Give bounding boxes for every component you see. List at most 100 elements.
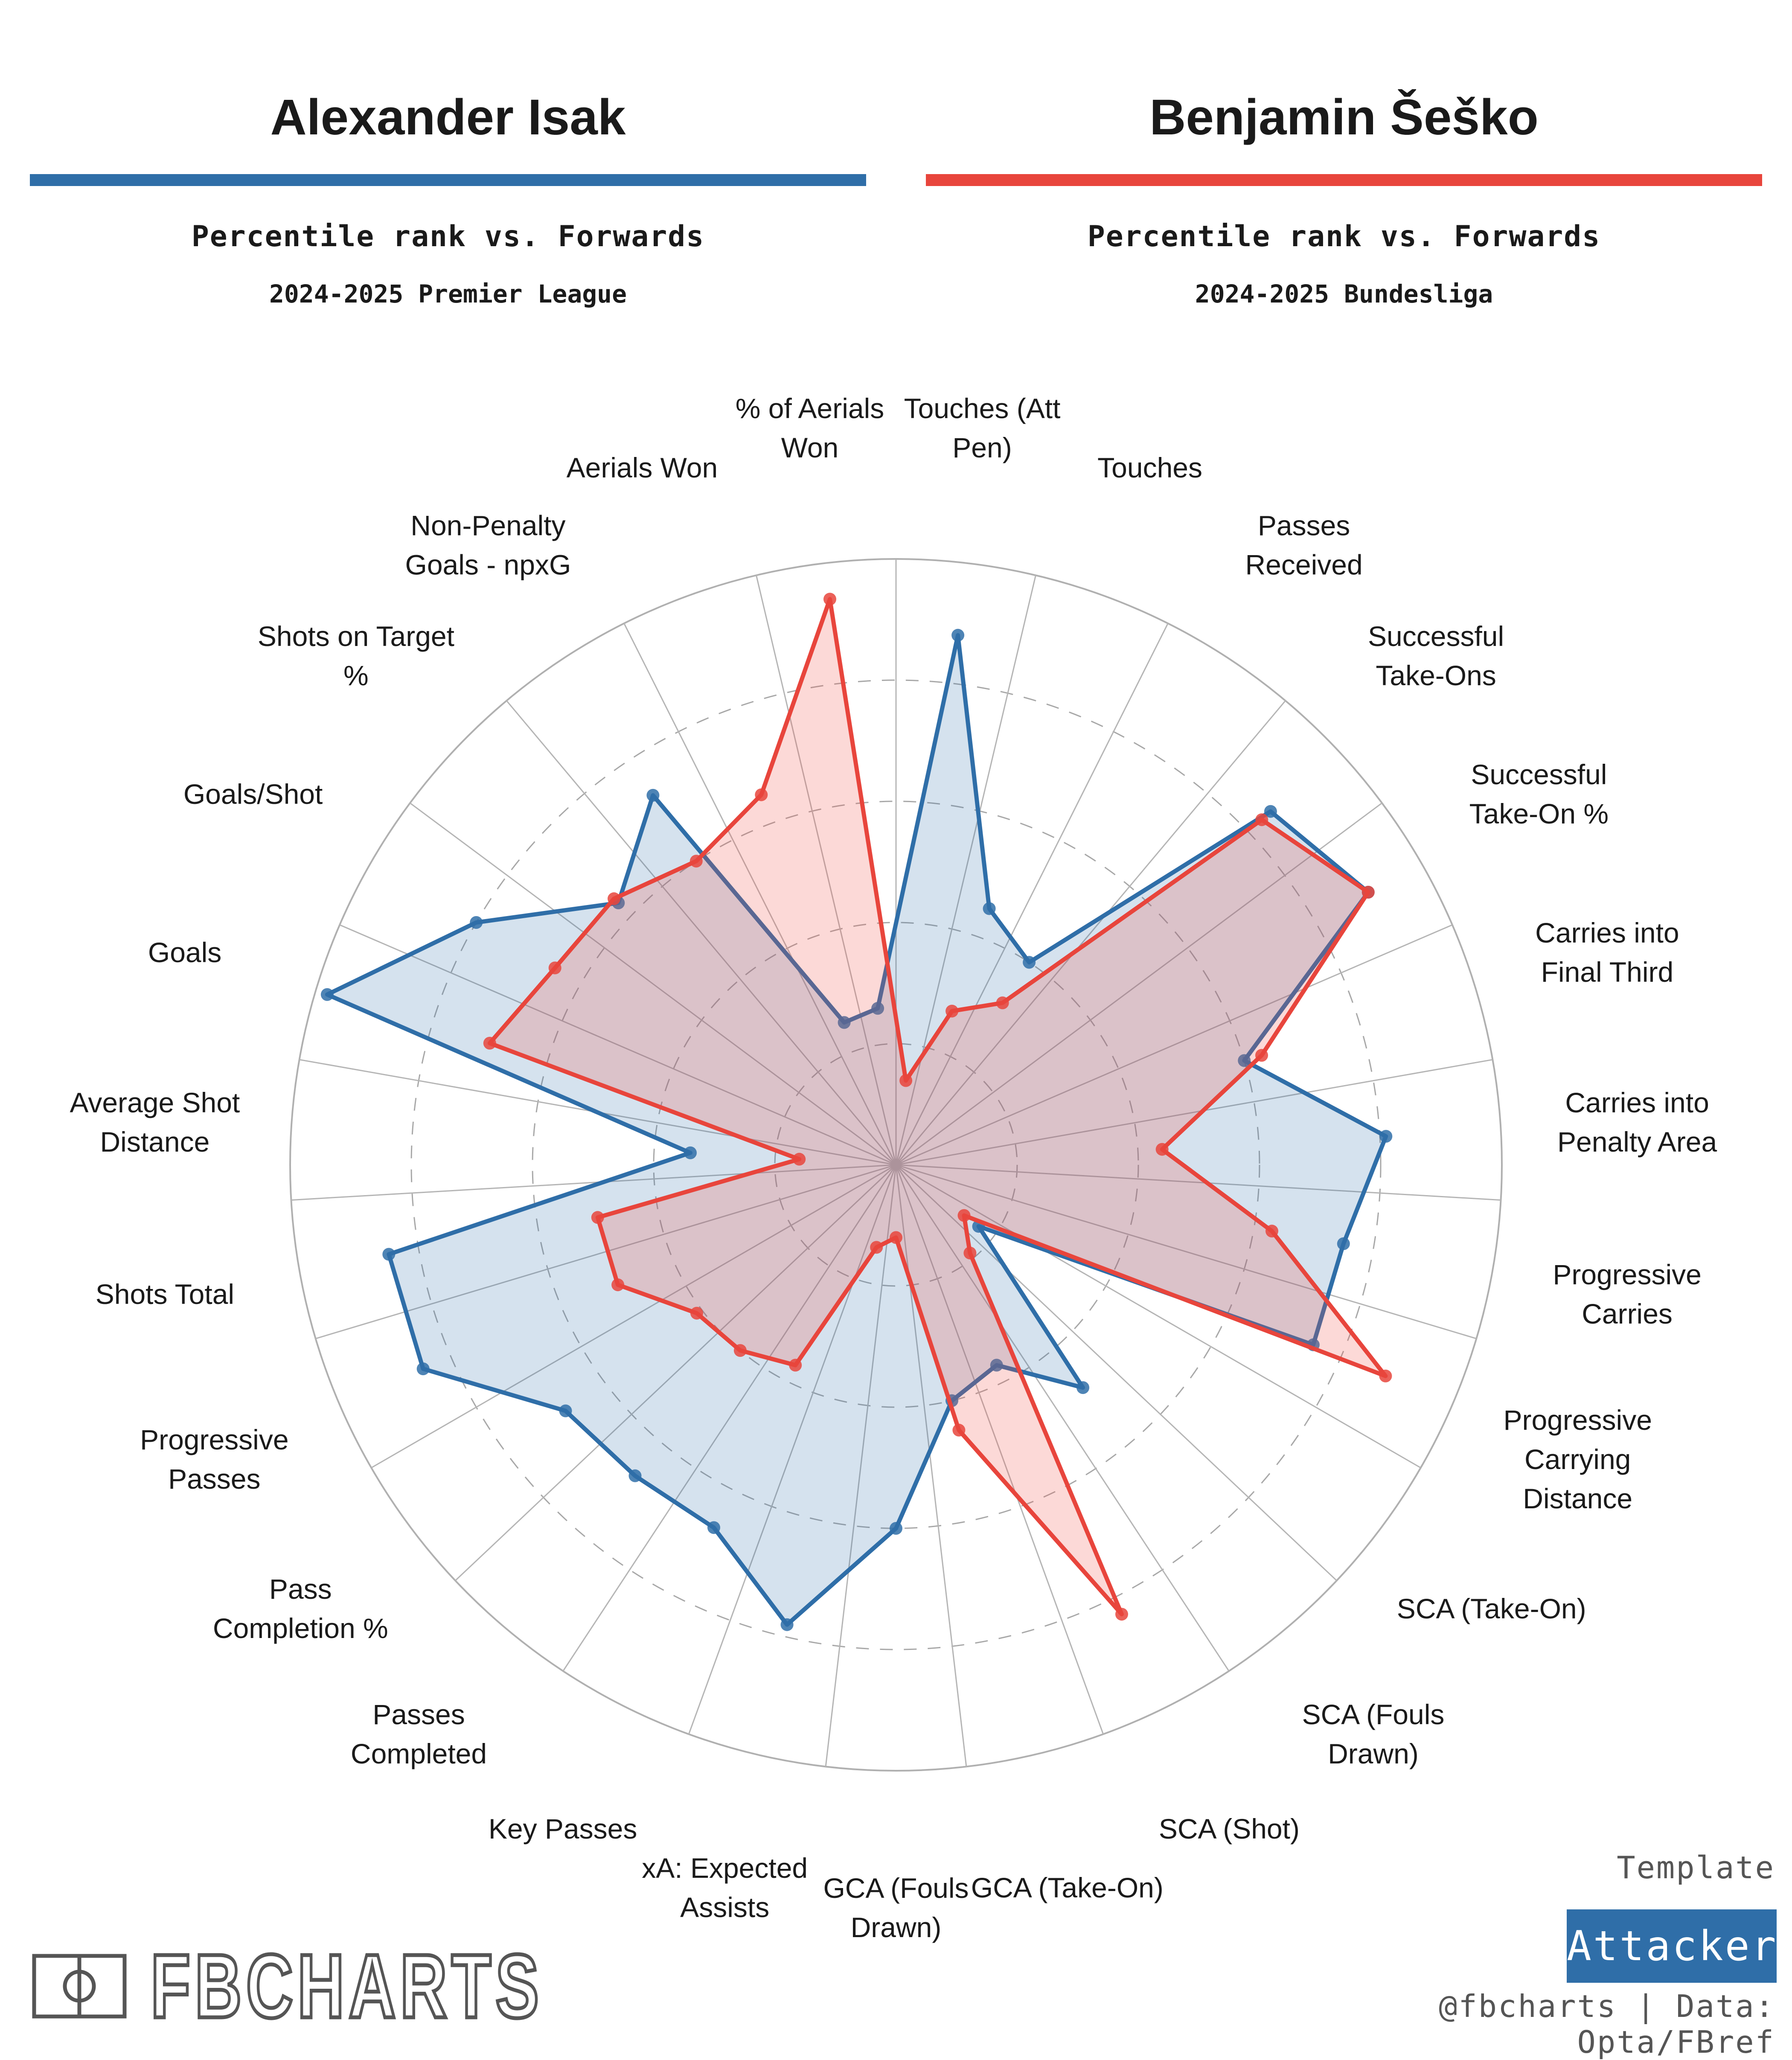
axis-label-of-aerials-won: % of Aerials Won xyxy=(736,393,884,463)
axis-label-sca-shot: SCA (Shot) xyxy=(1159,1813,1300,1845)
axis-label-line: Take-On % xyxy=(1469,798,1609,829)
axis-label-progressive-carries: Progressive Carries xyxy=(1553,1259,1701,1330)
axis-label-line: Distance xyxy=(100,1126,210,1158)
point-benjamin-e-ko-touches xyxy=(945,1004,959,1018)
axis-label-sca-take-on: SCA (Take-On) xyxy=(1397,1593,1586,1624)
radar-spoke xyxy=(756,575,897,1165)
axis-label-line: Won xyxy=(781,432,839,463)
point-alexander-isak-touches-att-pen xyxy=(951,628,965,642)
radar-spoke xyxy=(896,1164,1477,1339)
axis-label-average-shot-distance: Average Shot Distance xyxy=(70,1087,240,1158)
point-benjamin-e-ko-sca-shot xyxy=(1115,1608,1128,1621)
point-alexander-isak-progressive-passes xyxy=(416,1362,430,1376)
axis-label-line: Successful xyxy=(1368,620,1504,652)
series-area-benjamin-e-ko xyxy=(489,599,1386,1615)
point-alexander-isak-pass-completion xyxy=(559,1404,572,1417)
axis-label-goals: Goals xyxy=(148,937,221,968)
axis-label-line: Touches xyxy=(1097,452,1202,483)
point-benjamin-e-ko-aerials-won xyxy=(755,788,768,801)
point-benjamin-e-ko-goals xyxy=(483,1036,496,1050)
radar-ring-80 xyxy=(410,679,1382,1650)
axis-label-line: Key Passes xyxy=(489,1813,637,1845)
point-alexander-isak-passes-completed xyxy=(628,1469,642,1482)
radar-spoke xyxy=(895,575,1036,1165)
player-league-right: 2024-2025 Bundesliga xyxy=(1195,279,1493,308)
radar-spoke xyxy=(339,924,896,1166)
point-alexander-isak-xa-expected-assists xyxy=(780,1618,794,1631)
point-alexander-isak-aerials-won xyxy=(838,1016,851,1029)
axis-label-line: Drawn) xyxy=(1328,1738,1419,1769)
series-area-alexander-isak xyxy=(327,635,1386,1625)
axis-label-line: Passes xyxy=(1258,509,1350,541)
axis-label-successful-take-ons: Successful Take-Ons xyxy=(1368,620,1504,691)
point-benjamin-e-ko-successful-take-on xyxy=(1361,886,1375,899)
axis-label-progressive-passes: Progressive Passes xyxy=(140,1424,288,1495)
axis-label-line: GCA (Fouls xyxy=(823,1872,969,1904)
point-benjamin-e-ko-passes-received xyxy=(996,996,1009,1010)
axis-label-line: Goals - npxG xyxy=(405,549,571,580)
radar-axis-labels: Touches (Att Pen) Touches Passes Received Suc… xyxy=(70,393,1717,1943)
point-alexander-isak-average-shot-distance xyxy=(684,1146,697,1159)
axis-label-line: Received xyxy=(1245,549,1363,580)
radar-spoke xyxy=(895,700,1286,1165)
point-benjamin-e-ko-pass-completion xyxy=(690,1306,703,1320)
radar-series xyxy=(320,593,1393,1631)
axis-label-line: Goals/Shot xyxy=(183,778,323,810)
axis-label-line: Pass xyxy=(269,1573,332,1605)
radar-ring-60 xyxy=(532,800,1260,1529)
template-badge: Attacker xyxy=(1567,1909,1777,1983)
point-alexander-isak-progressive-carries xyxy=(1337,1237,1350,1250)
radar-spoke xyxy=(895,1164,1230,1672)
radar-spoke xyxy=(895,1164,1337,1581)
axis-label-carries-into-final-third: Carries into Final Third xyxy=(1535,917,1679,988)
player-subtitle-right: Percentile rank vs. Forwards xyxy=(1087,220,1601,253)
point-benjamin-e-ko-carries-into-final-third xyxy=(1255,1049,1268,1062)
axis-label-sca-fouls-drawn: SCA (Fouls Drawn) xyxy=(1302,1699,1445,1769)
radar-spoke xyxy=(410,802,896,1166)
point-benjamin-e-ko-gca-fouls-drawn xyxy=(890,1231,902,1244)
series-benjamin-e-ko xyxy=(483,593,1392,1621)
axis-label-line: Non-Penalty xyxy=(410,509,565,541)
radar-spoke xyxy=(896,1059,1493,1166)
axis-label-non-penalty-goals-npxg: Non-Penalty Goals - npxG xyxy=(405,509,571,580)
series-line-benjamin-e-ko xyxy=(487,597,1388,1617)
axis-label-aerials-won: Aerials Won xyxy=(567,452,718,483)
axis-label-line: Goals xyxy=(148,937,221,968)
point-alexander-isak-successful-take-ons xyxy=(1264,805,1277,818)
data-credit: @fbcharts | Data: Opta/FBref xyxy=(1439,1988,1775,2060)
player-name-left: Alexander Isak xyxy=(270,89,626,145)
radar-spoke xyxy=(825,1164,897,1767)
axis-label-line: Completed xyxy=(351,1738,487,1769)
axis-label-line: GCA (Take-On) xyxy=(971,1872,1164,1903)
axis-label-line: SCA (Shot) xyxy=(1159,1813,1300,1845)
player-color-bar-right xyxy=(926,174,1762,186)
point-benjamin-e-ko-key-passes xyxy=(789,1359,802,1372)
radar-ring-20 xyxy=(774,1043,1018,1287)
player-color-bar-left xyxy=(30,174,866,186)
radar-spoke xyxy=(291,1164,896,1201)
radar-spoke xyxy=(896,802,1382,1166)
point-benjamin-e-ko-xa-expected-assists xyxy=(870,1241,883,1254)
fbcharts-logo: FBCHARTS xyxy=(32,1934,696,2039)
axis-label-line: SCA (Take-On) xyxy=(1397,1593,1586,1624)
axis-label-line: Assists xyxy=(680,1891,769,1923)
radar-spoke xyxy=(688,1164,897,1734)
point-benjamin-e-ko-shots-on-target xyxy=(608,892,620,905)
point-benjamin-e-ko-shots-total xyxy=(591,1211,604,1224)
point-benjamin-e-ko-carries-into-penalty-area xyxy=(1155,1143,1169,1156)
point-benjamin-e-ko-progressive-passes xyxy=(611,1278,625,1292)
axis-label-line: Pen) xyxy=(952,432,1012,463)
axis-label-passes-completed: Passes Completed xyxy=(351,1699,487,1769)
axis-label-progressive-carrying-distance: Progressive Carrying Distance xyxy=(1503,1404,1652,1514)
axis-label-line: Completion % xyxy=(213,1612,388,1644)
template-label: Template xyxy=(1617,1850,1775,1885)
radar-spoke xyxy=(623,623,897,1165)
point-benjamin-e-ko-goals-shot xyxy=(548,961,561,975)
point-benjamin-e-ko-sca-fouls-drawn xyxy=(963,1246,977,1260)
point-alexander-isak-carries-into-final-third xyxy=(1238,1054,1251,1067)
axis-label-touches: Touches xyxy=(1097,452,1202,483)
point-benjamin-e-ko-sca-take-on xyxy=(957,1209,971,1222)
point-benjamin-e-ko-passes-completed xyxy=(733,1344,747,1357)
axis-label-line: Shots on Target xyxy=(258,620,454,652)
